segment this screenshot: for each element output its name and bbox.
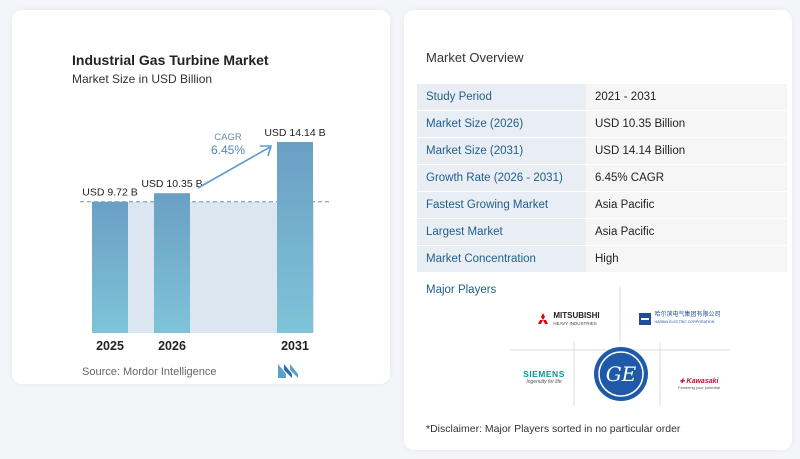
cagr-value: 6.45% [211, 143, 245, 157]
overview-value: Asia Pacific [586, 191, 787, 219]
cagr-arrow-line [197, 146, 271, 189]
kawasaki-name: Kawasaki [686, 378, 719, 385]
cagr-arrow [197, 145, 273, 189]
mitsubishi-diamonds-icon [538, 313, 549, 324]
overview-value: High [586, 245, 787, 273]
harbin-name: 哈尔滨电气集团有限公司 [654, 312, 721, 318]
overview-value: 6.45% CAGR [586, 164, 787, 192]
overview-key: Market Size (2026) [417, 110, 586, 138]
kawasaki-logo: ✚ Kawasaki Powering your potential [668, 374, 730, 394]
cagr-label: CAGR [214, 132, 242, 143]
overview-key: Largest Market [417, 218, 586, 246]
siemens-name: SIEMENS [523, 369, 565, 379]
harbin-sub: HARBIN ELECTRIC CORPORATION [654, 320, 715, 324]
major-players-title: Major Players [426, 284, 497, 296]
bar-value-label: USD 10.35 B [141, 178, 202, 190]
overview-row: Market Size (2026) USD 10.35 Billion [417, 110, 787, 138]
kawasaki-sub: Powering your potential [678, 385, 720, 390]
disclaimer: *Disclaimer: Major Players sorted in no … [426, 423, 681, 435]
overview-title: Market Overview [426, 50, 524, 65]
chart-title: Industrial Gas Turbine Market [72, 52, 269, 68]
source-note: Source: Mordor Intelligence [82, 366, 217, 378]
harbin-logo: 哈尔滨电气集团有限公司 HARBIN ELECTRIC CORPORATION [630, 308, 730, 330]
overview-row: Market Size (2031) USD 14.14 Billion [417, 137, 787, 165]
bar-chart: USD 9.72 B 2025 USD 10.35 B 2026 USD 14.14 B… [80, 127, 330, 353]
mitsubishi-name: MITSUBISHI [553, 311, 600, 320]
overview-row: Study Period 2021 - 2031 [417, 84, 787, 111]
overview-row: Market Concentration High [417, 245, 787, 273]
kawasaki-name-wrap: ✚ Kawasaki [680, 378, 719, 385]
cagr-arrow-head [260, 145, 273, 157]
bar-value-label: USD 9.72 B [82, 187, 137, 199]
kawasaki-mark-icon: ✚ [679, 379, 685, 385]
overview-value: 2021 - 2031 [586, 84, 787, 111]
bar-2026 [154, 193, 190, 333]
x-tick-label: 2025 [96, 339, 124, 353]
overview-key: Fastest Growing Market [417, 191, 586, 219]
bar-value-label: USD 14.14 B [264, 127, 325, 139]
overview-key: Study Period [417, 84, 586, 111]
overview-row: Fastest Growing Market Asia Pacific [417, 191, 787, 219]
x-tick-label: 2031 [281, 339, 309, 353]
harbin-emblem-icon [639, 313, 652, 325]
overview-value: USD 14.14 Billion [586, 137, 787, 165]
bar-2025 [92, 201, 128, 333]
siemens-sub: Ingenuity for life [526, 379, 562, 385]
ge-logo: GE [594, 347, 648, 401]
mordor-intelligence-logo [278, 364, 298, 378]
siemens-logo: SIEMENS Ingenuity for life [512, 364, 576, 390]
overview-row: Largest Market Asia Pacific [417, 218, 787, 246]
overview-key: Market Concentration [417, 245, 586, 273]
overview-value: USD 10.35 Billion [586, 110, 787, 138]
mitsubishi-logo: MITSUBISHI HEAVY INDUSTRIES [528, 308, 608, 332]
overview-table: Study Period 2021 - 2031 Market Size (2026… [417, 84, 787, 273]
overview-key: Growth Rate (2026 - 2031) [417, 164, 586, 192]
overview-value: Asia Pacific [586, 218, 787, 246]
ge-name: GE [606, 362, 637, 386]
x-tick-label: 2026 [158, 339, 186, 353]
mitsubishi-sub: HEAVY INDUSTRIES [553, 321, 597, 326]
overview-row: Growth Rate (2026 - 2031) 6.45% CAGR [417, 164, 787, 192]
bar-2031 [277, 142, 313, 333]
chart-subtitle: Market Size in USD Billion [72, 72, 213, 86]
overview-key: Market Size (2031) [417, 137, 586, 165]
